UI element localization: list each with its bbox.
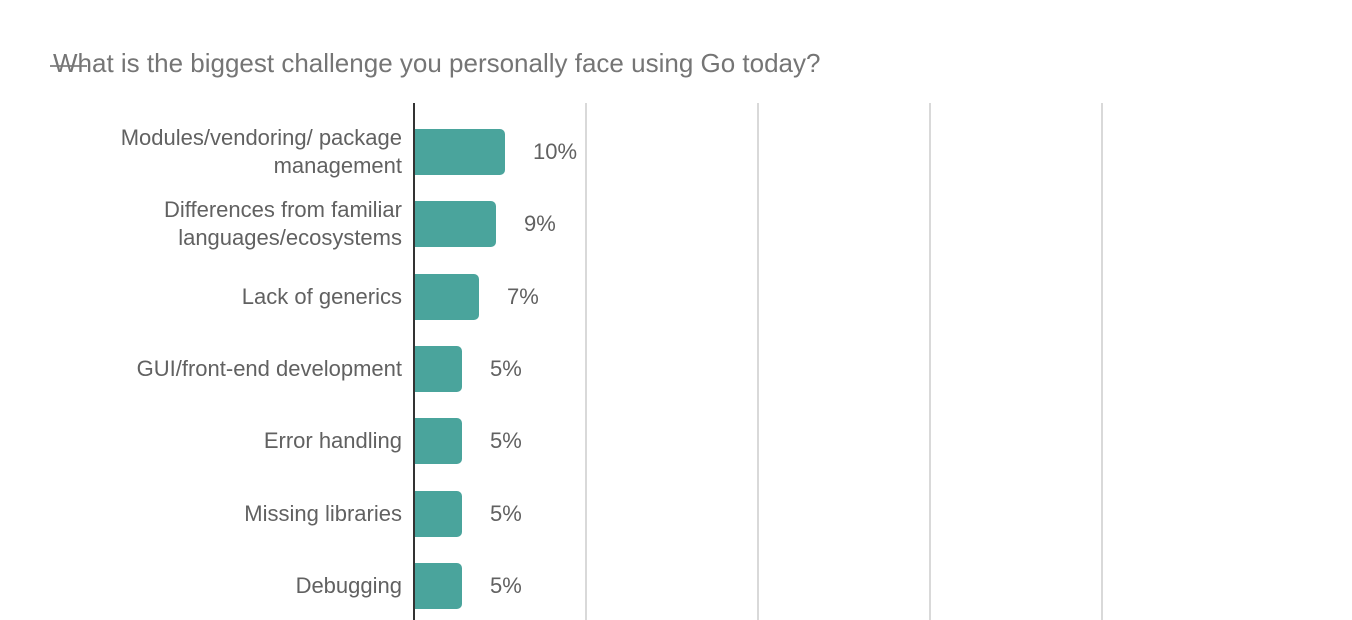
bar — [415, 563, 462, 609]
bar-value-label: 10% — [533, 139, 578, 164]
category-label-line: Differences from familiar — [164, 197, 402, 222]
bar — [415, 201, 496, 247]
category-label: Debugging — [0, 572, 402, 600]
category-label: Modules/vendoring/ package management — [0, 124, 402, 180]
category-label: Error handling — [0, 427, 402, 455]
title-strike-artifact — [50, 65, 87, 67]
category-label: Missing libraries — [0, 500, 402, 528]
category-label-line: Error handling — [263, 428, 402, 453]
category-label-line: management — [273, 153, 402, 178]
gridline — [1101, 103, 1103, 620]
gridline — [929, 103, 931, 620]
bar — [415, 491, 462, 537]
category-label-line: languages/ecosystems — [178, 225, 402, 250]
bar-value-label: 9% — [524, 211, 556, 236]
category-label-line: Modules/vendoring/ package — [120, 125, 402, 150]
category-label-line: GUI/front-end development — [136, 356, 402, 381]
bar — [415, 129, 505, 175]
bar-value-label: 5% — [490, 573, 522, 598]
category-label: Lack of generics — [0, 283, 402, 311]
category-label-line: Missing libraries — [244, 501, 402, 526]
gridline — [757, 103, 759, 620]
category-label: Differences from familiar languages/ecosy… — [0, 196, 402, 252]
bar — [415, 274, 479, 320]
category-label: GUI/front-end development — [0, 355, 402, 383]
bar-value-label: 7% — [507, 284, 539, 309]
bar-value-label: 5% — [490, 428, 522, 453]
bar — [415, 418, 462, 464]
bar-value-label: 5% — [490, 356, 522, 381]
category-label-line: Debugging — [295, 573, 402, 598]
chart-title: What is the biggest challenge you person… — [53, 48, 821, 78]
bar-value-label: 5% — [490, 501, 522, 526]
category-label-line: Lack of generics — [241, 284, 402, 309]
y-axis-line — [413, 103, 415, 620]
bar — [415, 346, 462, 392]
gridline — [585, 103, 587, 620]
